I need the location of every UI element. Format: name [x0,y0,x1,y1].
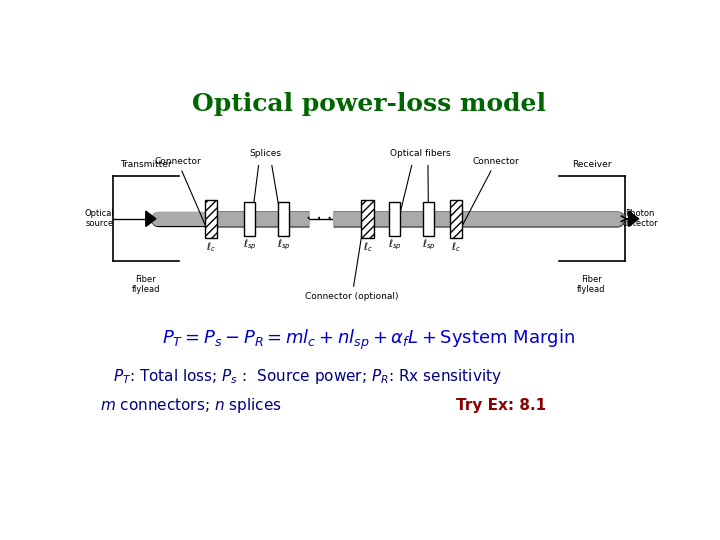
Text: Try Ex: 8.1: Try Ex: 8.1 [456,397,546,413]
Text: Optical power-loss model: Optical power-loss model [192,92,546,116]
Text: Fiber
flylead: Fiber flylead [132,275,160,294]
Text: Optical fibers: Optical fibers [390,149,451,158]
Bar [279,202,289,236]
Text: $\alpha_f$: $\alpha_f$ [278,211,289,221]
Text: $\ell_c$: $\ell_c$ [206,240,216,254]
Bar [449,200,462,238]
Bar [389,202,400,236]
Text: Connector: Connector [154,157,210,234]
Text: Optical
source: Optical source [84,209,114,228]
Text: $\ell_c$: $\ell_c$ [363,240,372,254]
Text: Splices: Splices [249,149,281,158]
Text: Receiver: Receiver [572,160,611,168]
Text: $\alpha_f$: $\alpha_f$ [389,211,400,221]
Text: $P_T$: Total loss; $P_s$ :  Source power; $P_R$: Rx sensitivity: $P_T$: Total loss; $P_s$ : Source power;… [112,367,502,386]
Text: $\ell_c$: $\ell_c$ [451,240,461,254]
Bar [361,200,374,238]
Text: $\alpha_f$: $\alpha_f$ [423,211,434,221]
Text: Photon
detector: Photon detector [622,209,658,228]
Text: Fiber
flylead: Fiber flylead [577,275,606,294]
Text: $\ell_{sp}$: $\ell_{sp}$ [388,238,402,252]
Text: $\ell_{sp}$: $\ell_{sp}$ [243,238,256,252]
Bar [204,200,217,238]
Text: $\ell_{sp}$: $\ell_{sp}$ [277,238,291,252]
Polygon shape [145,211,156,226]
Text: $P_T = P_s - P_R = ml_c + nl_{sp} + \alpha_f L + \mathrm{System\ Margin}$: $P_T = P_s - P_R = ml_c + nl_{sp} + \alp… [163,328,575,352]
Text: $\ell_{sp}$: $\ell_{sp}$ [422,238,436,252]
Polygon shape [629,211,639,226]
Bar [244,202,255,236]
Bar [423,202,434,236]
Text: Connector: Connector [458,157,519,234]
Text: $\alpha_f$: $\alpha_f$ [244,211,255,221]
Text: · · ·: · · · [305,210,332,228]
Text: $m$ connectors; $n$ splices: $m$ connectors; $n$ splices [100,396,282,415]
Text: Transmitter: Transmitter [120,160,171,168]
Text: Connector (optional): Connector (optional) [305,204,399,301]
